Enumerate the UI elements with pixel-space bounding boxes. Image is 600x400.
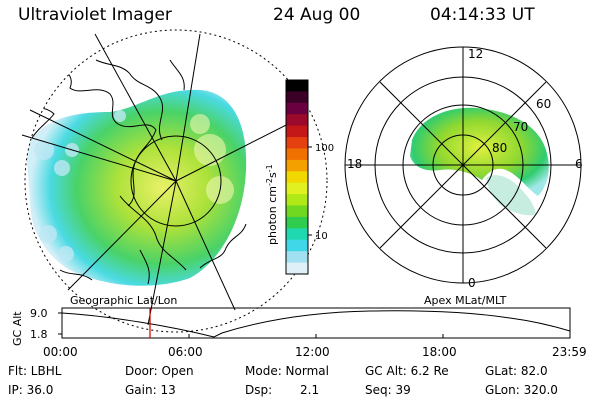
mlt-label-18: 18 [347, 157, 362, 171]
instrument-title: Ultraviolet Imager [18, 5, 172, 25]
alt-tick-9: 9.0 [30, 307, 48, 320]
mlt-label-6: 6 [575, 157, 583, 171]
colorbar-swatch [286, 194, 308, 207]
mlt-label-12: 12 [468, 47, 483, 61]
colorbar-tick-10: 10 [315, 231, 328, 242]
colorbar-swatch [286, 262, 308, 275]
altitude-plot [58, 307, 571, 339]
left-caption: Geographic Lat/Lon [70, 294, 177, 307]
colorbar-swatch [286, 228, 308, 241]
glon-info: GLon: 320.0 [485, 383, 558, 397]
time-tick-0600: 06:00 [168, 345, 203, 359]
dsp-label: Dsp: [245, 383, 273, 397]
colorbar-swatch [286, 148, 308, 161]
colorbar-unit-label: photon cm-2s-1 [265, 164, 279, 245]
alt-tick-1-8: 1.8 [30, 328, 48, 341]
colorbar-swatch [286, 239, 308, 252]
gc-alt-axis-label: GC Alt [11, 311, 24, 346]
colorbar-swatch [286, 205, 308, 218]
coastlines [29, 59, 247, 285]
time-tick-1800: 18:00 [422, 345, 457, 359]
mlat-label-70: 70 [513, 120, 528, 134]
mlat-label-60: 60 [536, 97, 551, 111]
colorbar-swatch [286, 137, 308, 150]
mlat-mlt-map [344, 46, 582, 284]
filter-info: Flt: LBHL [8, 364, 62, 378]
colorbar-swatch [286, 91, 308, 104]
colorbar-swatch [286, 159, 308, 172]
ip-info: IP: 36.0 [8, 383, 54, 397]
colorbar-swatch [286, 114, 308, 127]
colorbar-ticks [308, 146, 312, 236]
gain-info: Gain: 13 [125, 383, 176, 397]
colorbar-tick-100: 100 [315, 143, 334, 154]
time-tick-1200: 12:00 [295, 345, 330, 359]
date-label: 24 Aug 00 [273, 5, 361, 25]
time-tick-2359: 23:59 [552, 345, 587, 359]
colorbar-swatch [286, 125, 308, 138]
altitude-trace [61, 310, 571, 338]
time-label: 04:14:33 UT [430, 5, 535, 25]
mlt-label-0: 0 [468, 276, 476, 290]
color-bar [286, 80, 308, 275]
colorbar-swatch [286, 102, 308, 115]
glat-info: GLat: 82.0 [485, 364, 548, 378]
time-tick-0000: 00:00 [43, 345, 78, 359]
polar-grid [344, 46, 582, 284]
geographic-grid [21, 29, 328, 333]
colorbar-swatch [286, 251, 308, 264]
right-caption: Apex MLat/MLT [424, 294, 507, 307]
dsp-value: 2.1 [300, 383, 320, 397]
door-info: Door: Open [125, 364, 194, 378]
geographic-map [26, 59, 247, 286]
colorbar-swatch [286, 80, 308, 93]
mlat-label-80: 80 [492, 141, 507, 155]
colorbar-swatch [286, 216, 308, 229]
colorbar-swatch [286, 171, 308, 184]
mode-info: Mode: Normal [245, 364, 329, 378]
colorbar-swatch [286, 182, 308, 195]
seq-info: Seq: 39 [365, 383, 411, 397]
gc-alt-info: GC Alt: 6.2 Re [365, 364, 449, 378]
uv-oval-region [410, 107, 549, 196]
